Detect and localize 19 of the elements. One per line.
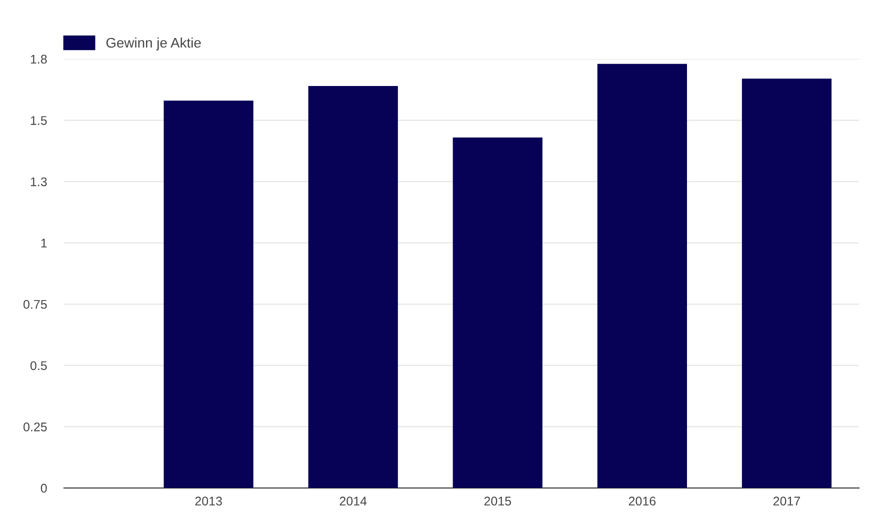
bar	[308, 86, 398, 488]
bar	[164, 100, 254, 488]
x-tick-label: 2015	[484, 496, 512, 506]
x-tick-label: 2014	[340, 496, 367, 506]
x-tick-label: 2017	[773, 496, 800, 506]
bar	[742, 78, 832, 488]
x-tick-label: 2013	[195, 496, 222, 506]
y-tick-label: 1.3	[30, 177, 47, 186]
y-tick-label: 0.75	[23, 300, 47, 309]
x-tick-label: 2016	[628, 496, 656, 506]
y-tick-label: 1	[41, 238, 47, 248]
legend-label: Gewinn je Aktie	[106, 37, 201, 50]
y-tick-label: 0	[40, 484, 47, 493]
y-tick-label: 0.5	[30, 361, 47, 370]
y-tick-label: 0.25	[23, 422, 47, 432]
y-tick-label: 1.8	[30, 54, 47, 64]
bar	[452, 137, 542, 488]
y-tick-label: 1.5	[30, 116, 47, 125]
bar	[597, 64, 687, 488]
